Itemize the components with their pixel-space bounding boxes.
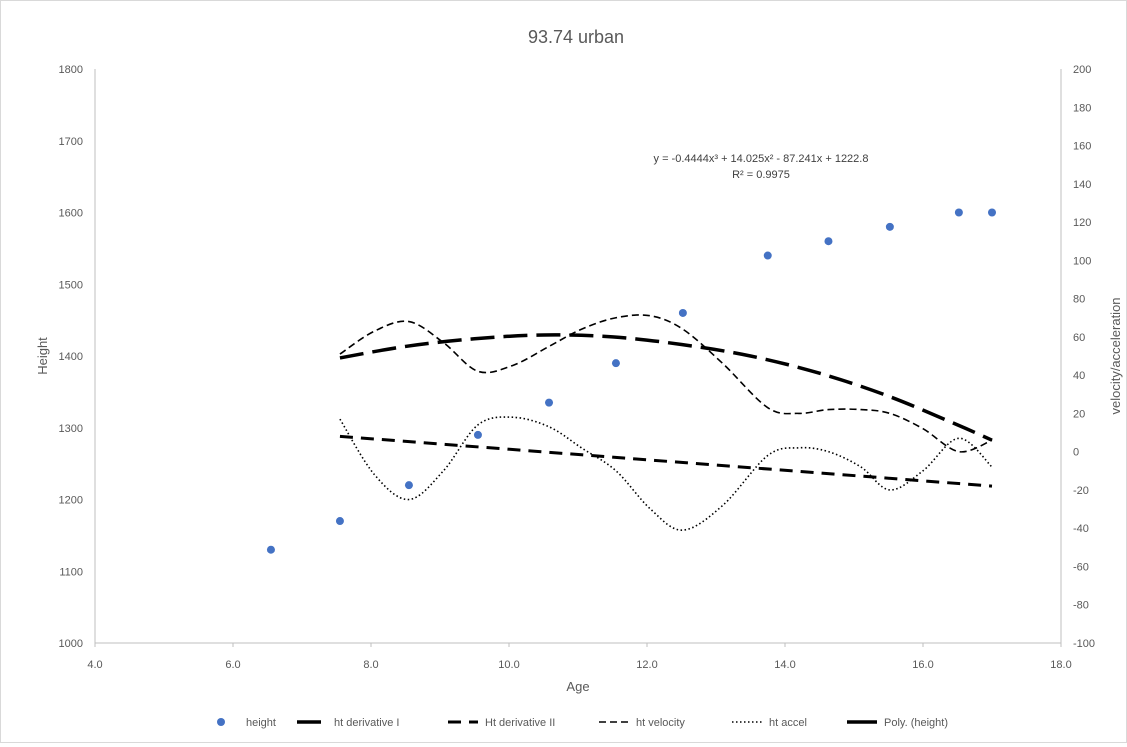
height-point	[611, 359, 620, 368]
plot-layer	[267, 209, 996, 554]
left-y-tick-label: 1800	[59, 64, 83, 76]
right-y-tick-label: -40	[1073, 523, 1089, 535]
right-y-tick-label: 0	[1073, 447, 1079, 459]
left-y-tick-labels: 1000 1100 1200 1300 1400 1500 1600 1700 1800	[59, 64, 83, 650]
legend-entry-height: height	[217, 717, 276, 729]
legend-entry-ht-derivative-i: ht derivative I	[297, 717, 399, 729]
right-y-tick-label: 120	[1073, 217, 1091, 229]
right-y-tick-label: 200	[1073, 64, 1091, 76]
height-point	[473, 430, 482, 439]
height-point	[824, 237, 833, 246]
left-y-tick-label: 1400	[59, 351, 83, 363]
right-y-axis-label: velocity/acceleration	[1108, 297, 1123, 414]
x-tick-label: 18.0	[1050, 659, 1071, 671]
legend-label: ht accel	[769, 717, 807, 729]
height-point	[266, 545, 275, 554]
height-point	[678, 308, 687, 317]
height-point	[763, 251, 772, 260]
series-line-ht-derivative-i	[339, 333, 993, 442]
right-y-tick-label: -80	[1073, 600, 1089, 612]
legend: height ht derivative I Ht derivative II ht …	[217, 717, 948, 729]
legend-label: ht derivative I	[334, 717, 399, 729]
right-y-tick-label: 80	[1073, 294, 1085, 306]
x-tick-label: 14.0	[774, 659, 795, 671]
left-y-tick-label: 1700	[59, 136, 83, 148]
right-y-tick-label: 20	[1073, 408, 1085, 420]
x-tick-label: 4.0	[87, 659, 102, 671]
height-point	[404, 481, 413, 490]
right-y-tick-label: -20	[1073, 485, 1089, 497]
right-y-tick-label: 60	[1073, 332, 1085, 344]
x-axis-label: Age	[566, 679, 589, 694]
left-y-tick-label: 1100	[59, 566, 83, 578]
legend-label: ht velocity	[636, 717, 685, 729]
x-tick-label: 8.0	[363, 659, 378, 671]
x-tick-label: 10.0	[498, 659, 519, 671]
left-y-axis-label: Height	[35, 337, 50, 375]
left-y-tick-label: 1000	[59, 638, 83, 650]
right-y-tick-label: -60	[1073, 561, 1089, 573]
trendline-r2: R² = 0.9975	[732, 169, 790, 181]
height-point	[885, 222, 894, 231]
height-point	[954, 208, 963, 217]
trendline-equation: y = -0.4444x³ + 14.025x² - 87.241x + 122…	[654, 153, 869, 165]
right-y-tick-label: 140	[1073, 179, 1091, 191]
legend-entry-ht-accel: ht accel	[732, 717, 807, 729]
legend-label: Poly. (height)	[884, 717, 948, 729]
right-y-tick-label: 160	[1073, 141, 1091, 153]
x-tick-label: 16.0	[912, 659, 933, 671]
x-tick-label: 6.0	[225, 659, 240, 671]
right-y-tick-label: -100	[1073, 638, 1095, 650]
series-line-ht-accel	[339, 416, 993, 531]
legend-swatch	[217, 718, 225, 726]
x-tick-label: 12.0	[636, 659, 657, 671]
legend-label: height	[246, 717, 276, 729]
left-y-tick-label: 1200	[59, 495, 83, 507]
legend-entry-ht-velocity: ht velocity	[599, 717, 685, 729]
right-y-tick-label: 180	[1073, 102, 1091, 114]
left-y-tick-label: 1500	[59, 279, 83, 291]
left-y-tick-label: 1600	[59, 208, 83, 220]
height-point	[545, 398, 554, 407]
chart-title: 93.74 urban	[528, 27, 624, 47]
right-y-tick-label: 40	[1073, 370, 1085, 382]
legend-entry-poly-height: Poly. (height)	[847, 717, 948, 729]
left-y-tick-label: 1300	[59, 423, 83, 435]
right-y-tick-label: 100	[1073, 255, 1091, 267]
height-point	[335, 517, 344, 526]
x-tick-labels: 4.0 6.0 8.0 10.0 12.0 14.0 16.0 18.0	[87, 643, 1072, 671]
height-point	[988, 208, 996, 217]
legend-label: Ht derivative II	[485, 717, 555, 729]
right-y-tick-labels: -100 -80 -60 -40 -20 0 20 40 60 80 100 120 140 160 180…	[1073, 64, 1095, 650]
series-line-ht-derivative-ii	[339, 434, 993, 488]
legend-entry-ht-derivative-ii: Ht derivative II	[448, 717, 555, 729]
series-line-ht-velocity	[339, 314, 993, 453]
